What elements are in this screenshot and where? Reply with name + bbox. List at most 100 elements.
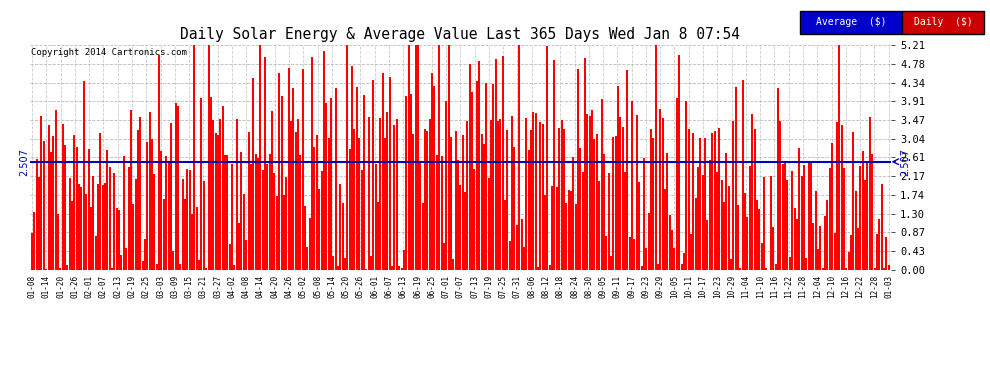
Bar: [160, 151, 162, 270]
Bar: [184, 200, 186, 270]
Bar: [459, 186, 461, 270]
Bar: [130, 110, 132, 270]
Bar: [601, 99, 603, 270]
Bar: [476, 81, 478, 270]
Bar: [144, 238, 146, 270]
Bar: [702, 175, 704, 270]
Bar: [801, 176, 803, 270]
Bar: [363, 95, 365, 270]
Bar: [285, 177, 287, 270]
Bar: [813, 223, 815, 270]
Bar: [839, 45, 841, 270]
Bar: [333, 256, 335, 270]
Bar: [66, 265, 68, 270]
Bar: [309, 218, 311, 270]
Bar: [148, 112, 150, 270]
Bar: [605, 236, 607, 270]
Bar: [311, 57, 313, 270]
Bar: [810, 161, 812, 270]
Bar: [841, 125, 842, 270]
Bar: [760, 243, 762, 270]
Bar: [78, 184, 80, 270]
Bar: [234, 265, 236, 270]
Bar: [593, 140, 596, 270]
Bar: [555, 186, 557, 270]
Bar: [639, 182, 641, 270]
Bar: [48, 124, 50, 270]
Bar: [410, 94, 412, 270]
Bar: [316, 135, 318, 270]
Bar: [321, 171, 323, 270]
Bar: [304, 206, 306, 270]
Bar: [365, 269, 367, 270]
Bar: [876, 234, 878, 270]
Bar: [396, 118, 398, 270]
Bar: [560, 120, 562, 270]
Bar: [654, 45, 656, 270]
Bar: [770, 176, 772, 270]
Bar: [172, 251, 174, 270]
Bar: [76, 147, 78, 270]
Bar: [832, 142, 834, 270]
Bar: [420, 161, 422, 270]
Bar: [193, 45, 195, 270]
Bar: [786, 180, 788, 270]
Bar: [582, 172, 584, 270]
Bar: [497, 121, 499, 270]
Bar: [31, 233, 33, 270]
Bar: [358, 138, 360, 270]
Bar: [468, 64, 471, 270]
Bar: [798, 148, 800, 270]
Bar: [64, 145, 66, 270]
Bar: [201, 98, 203, 270]
Bar: [167, 163, 169, 270]
Bar: [71, 201, 73, 270]
Bar: [203, 181, 205, 270]
Bar: [622, 127, 624, 270]
Bar: [803, 165, 805, 270]
Bar: [249, 164, 251, 270]
Bar: [266, 164, 268, 270]
Bar: [379, 118, 381, 270]
Bar: [523, 247, 525, 270]
Bar: [495, 59, 497, 270]
Bar: [608, 173, 610, 270]
Bar: [405, 96, 407, 270]
Bar: [439, 45, 441, 270]
Bar: [537, 267, 539, 270]
Bar: [880, 184, 883, 270]
Bar: [457, 160, 459, 270]
Bar: [417, 45, 419, 270]
Bar: [697, 167, 699, 270]
Bar: [323, 51, 325, 270]
Bar: [680, 264, 682, 270]
Bar: [68, 178, 70, 270]
Bar: [106, 150, 108, 270]
Bar: [261, 170, 263, 270]
Bar: [518, 45, 520, 270]
Bar: [367, 117, 369, 270]
Bar: [449, 137, 452, 270]
Title: Daily Solar Energy & Average Value Last 365 Days Wed Jan 8 07:54: Daily Solar Energy & Average Value Last …: [180, 27, 741, 42]
Bar: [758, 209, 760, 270]
Bar: [836, 122, 838, 270]
Bar: [558, 128, 560, 270]
Bar: [509, 241, 511, 270]
Bar: [794, 208, 796, 270]
Bar: [544, 195, 546, 270]
Bar: [342, 203, 344, 270]
Bar: [181, 179, 184, 270]
Bar: [521, 219, 523, 270]
Bar: [436, 155, 438, 270]
Bar: [533, 112, 535, 270]
Bar: [243, 194, 245, 270]
Bar: [186, 169, 188, 270]
Bar: [123, 156, 125, 270]
Bar: [824, 216, 826, 270]
Bar: [283, 195, 285, 270]
Bar: [165, 156, 167, 270]
Bar: [857, 228, 859, 270]
Bar: [464, 192, 466, 270]
Bar: [574, 204, 576, 270]
Bar: [408, 45, 410, 270]
